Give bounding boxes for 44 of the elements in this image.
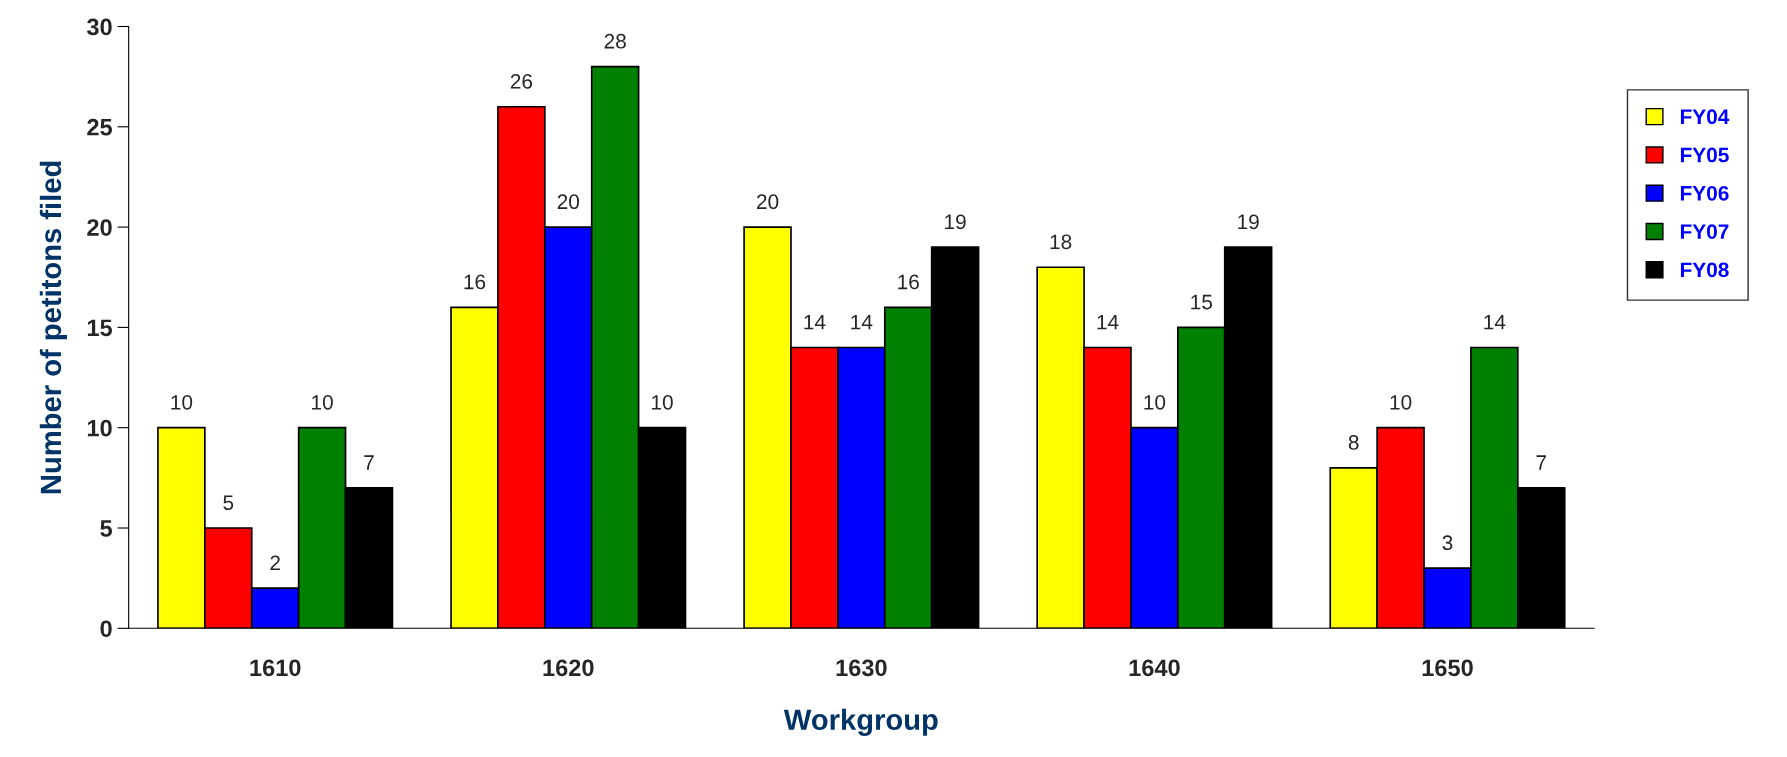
data-label: 20 <box>557 194 580 210</box>
x-axis-title: Workgroup <box>783 708 938 736</box>
data-label: 2 <box>270 555 280 570</box>
y-tick-label: 25 <box>87 118 113 136</box>
data-label: 19 <box>1238 214 1259 230</box>
legend-label: FY06 <box>1680 185 1729 201</box>
data-label: 14 <box>1097 314 1119 330</box>
y-tick-label: 20 <box>87 219 112 236</box>
data-label: 14 <box>1484 314 1506 330</box>
y-tick-label: 30 <box>86 18 112 36</box>
data-label: 14 <box>851 314 873 330</box>
data-label: 10 <box>1390 394 1412 410</box>
data-label: 5 <box>223 495 234 510</box>
legend-label: FY04 <box>1680 109 1730 125</box>
y-tick-label: 5 <box>100 520 113 537</box>
data-label: 10 <box>171 394 193 410</box>
data-label: 3 <box>1442 535 1453 551</box>
x-tick-label: 1630 <box>836 659 887 677</box>
legend-label: FY07 <box>1680 224 1729 239</box>
data-label: 19 <box>945 214 966 230</box>
data-label: 10 <box>1144 394 1166 410</box>
data-label: 10 <box>652 394 673 410</box>
x-tick-label: 1610 <box>250 659 301 677</box>
x-tick-label: 1640 <box>1129 659 1180 677</box>
y-tick-label: 10 <box>87 419 112 437</box>
data-label: 26 <box>510 73 533 89</box>
data-label: 16 <box>898 274 919 290</box>
data-label: 10 <box>312 394 333 410</box>
x-tick-label: 1620 <box>543 659 594 677</box>
data-label: 7 <box>364 455 374 470</box>
data-label: 18 <box>1050 234 1072 250</box>
legend-label: FY05 <box>1680 147 1729 163</box>
data-label: 28 <box>604 33 626 49</box>
data-label: 8 <box>1348 435 1359 450</box>
y-tick-label: 15 <box>87 319 113 337</box>
y-axis-title: Number of petitons filed <box>39 161 67 494</box>
data-label: 14 <box>804 314 826 330</box>
data-label: 20 <box>757 194 779 210</box>
legend-label: FY08 <box>1680 262 1729 278</box>
y-tick-label: 0 <box>100 620 112 638</box>
x-tick-label: 1650 <box>1422 659 1473 677</box>
data-label: 16 <box>464 274 486 290</box>
data-label: 15 <box>1191 294 1213 310</box>
data-label: 7 <box>1536 455 1546 470</box>
